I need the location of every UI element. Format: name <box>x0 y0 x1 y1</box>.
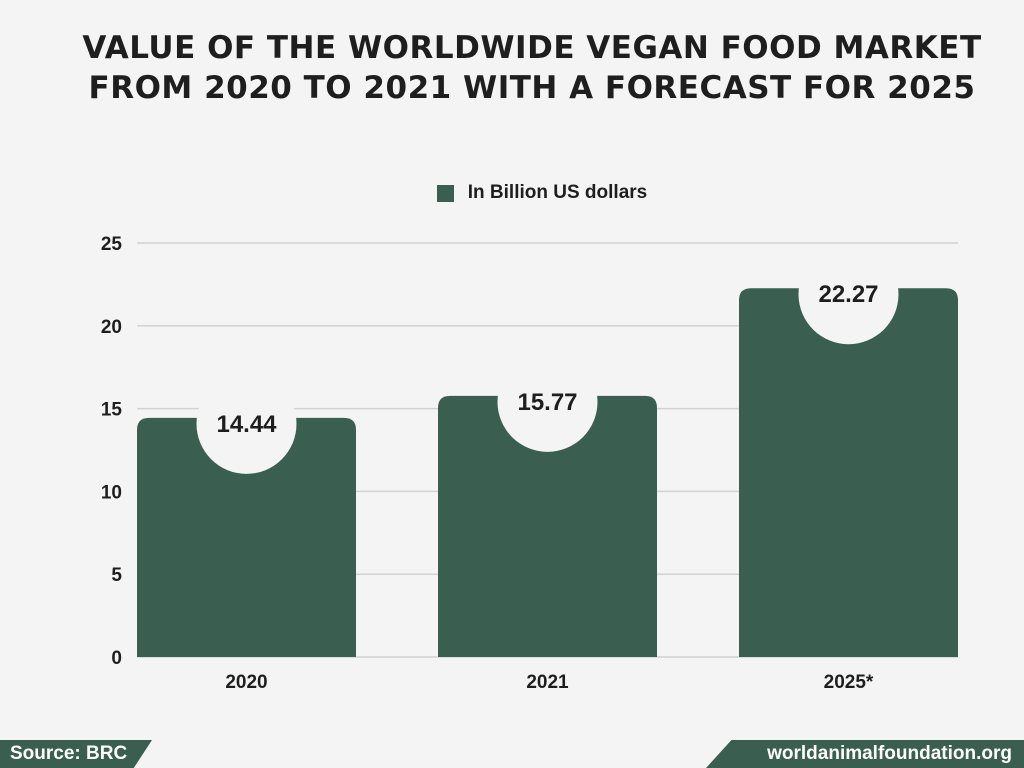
x-tick-label: 2021 <box>526 672 569 693</box>
bar-value-label: 15.77 <box>517 389 577 416</box>
bar-value-label: 14.44 <box>216 411 277 438</box>
chart-title: VALUE OF THE WORLDWIDE VEGAN FOOD MARKET… <box>60 28 1004 108</box>
legend-swatch-icon <box>436 184 454 202</box>
value-bubble <box>798 244 899 345</box>
bar-2021 <box>438 395 657 657</box>
bar-2020 <box>137 417 356 657</box>
y-tick-label: 5 <box>111 565 122 586</box>
x-tick-label: 2025* <box>824 672 874 693</box>
chart-legend: In Billion US dollars <box>0 180 1024 206</box>
y-tick-label: 0 <box>111 648 122 669</box>
value-bubble <box>196 373 297 474</box>
source-footer: Source: BRC <box>0 740 152 768</box>
y-tick-label: 25 <box>101 234 123 255</box>
legend-label: In Billion US dollars <box>467 182 648 203</box>
y-tick-label: 15 <box>101 400 123 421</box>
x-tick-label: 2020 <box>225 672 267 693</box>
y-tick-label: 10 <box>101 482 122 503</box>
chart-title-line-2: FROM 2020 TO 2021 WITH A FORECAST FOR 20… <box>88 70 976 106</box>
bar-value-label: 22.27 <box>818 281 878 308</box>
y-tick-label: 20 <box>101 317 122 338</box>
website-footer: worldanimalfoundation.org <box>706 740 1024 768</box>
value-bubble <box>497 351 598 452</box>
chart-title-line-1: VALUE OF THE WORLDWIDE VEGAN FOOD MARKET <box>82 30 982 66</box>
bar-2025f <box>739 288 958 657</box>
